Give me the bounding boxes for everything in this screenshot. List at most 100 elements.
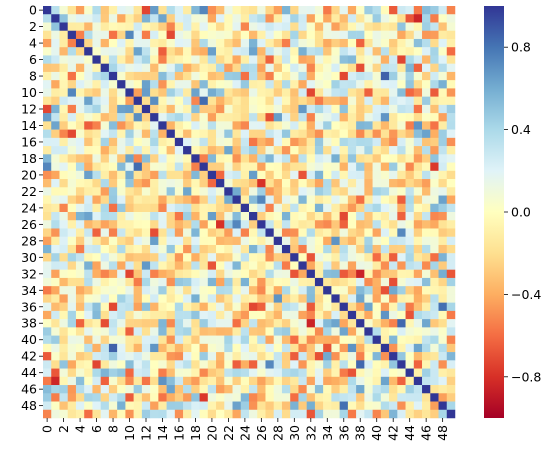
- heatmap-cell: [273, 104, 283, 114]
- heatmap-cell: [117, 385, 126, 394]
- heatmap-cell: [422, 63, 431, 73]
- heatmap-cell: [298, 302, 307, 312]
- heatmap-cell: [51, 22, 60, 31]
- heatmap-cell: [216, 137, 225, 147]
- heatmap-cell: [405, 393, 415, 402]
- heatmap-cell: [67, 47, 77, 56]
- heatmap-cell: [199, 244, 209, 254]
- heatmap-cell: [183, 137, 192, 147]
- heatmap-cell: [240, 154, 250, 163]
- heatmap-cell: [364, 203, 373, 213]
- heatmap-cell: [108, 88, 118, 97]
- heatmap-cell: [240, 335, 250, 345]
- heatmap-cell: [265, 22, 274, 31]
- heatmap-cell: [75, 6, 85, 15]
- heatmap-cell: [100, 179, 110, 188]
- heatmap-cell: [240, 146, 250, 155]
- x-tick-label: 18: [188, 425, 203, 441]
- heatmap-cell: [216, 179, 225, 188]
- heatmap-cell: [298, 269, 307, 279]
- heatmap-cell: [133, 352, 143, 361]
- heatmap-cell: [51, 30, 60, 40]
- heatmap-cell: [75, 310, 85, 320]
- heatmap-cell: [166, 71, 176, 81]
- heatmap-cell: [265, 360, 274, 369]
- heatmap-cell: [59, 195, 68, 205]
- heatmap-cell: [397, 47, 406, 56]
- heatmap-cell: [84, 137, 93, 147]
- heatmap-cell: [273, 253, 283, 262]
- heatmap-cell: [207, 179, 217, 188]
- heatmap-cell: [249, 368, 258, 378]
- heatmap-cell: [339, 236, 349, 246]
- heatmap-cell: [240, 360, 250, 369]
- heatmap-cell: [306, 212, 316, 221]
- heatmap-cell: [323, 30, 332, 40]
- heatmap-cell: [207, 302, 217, 312]
- heatmap-cell: [150, 195, 159, 205]
- heatmap-cell: [141, 327, 151, 336]
- heatmap-cell: [413, 6, 423, 15]
- heatmap-cell: [290, 71, 299, 81]
- heatmap-cell: [331, 187, 340, 196]
- heatmap-cell: [207, 220, 217, 229]
- heatmap-cell: [216, 129, 225, 139]
- heatmap-cell: [306, 286, 316, 295]
- heatmap-cell: [372, 162, 382, 172]
- heatmap-cell: [347, 47, 357, 56]
- heatmap-cell: [347, 376, 357, 386]
- heatmap-cell: [446, 393, 456, 402]
- heatmap-cell: [273, 113, 283, 122]
- heatmap-cell: [141, 385, 151, 394]
- heatmap-cell: [141, 401, 151, 411]
- heatmap-cell: [51, 352, 60, 361]
- heatmap-cell: [183, 244, 192, 254]
- heatmap-cell: [59, 343, 68, 353]
- heatmap-cell: [446, 113, 456, 122]
- heatmap-cell: [249, 401, 258, 411]
- heatmap-cell: [389, 277, 398, 287]
- heatmap-cell: [372, 137, 382, 147]
- y-tick-label: 44: [21, 365, 37, 380]
- heatmap-cell: [413, 302, 423, 312]
- y-tick-label: 46: [21, 382, 37, 397]
- heatmap-cell: [183, 170, 192, 180]
- heatmap-cell: [331, 294, 340, 303]
- heatmap-cell: [75, 71, 85, 81]
- heatmap-cell: [183, 401, 192, 411]
- heatmap-cell: [413, 80, 423, 89]
- heatmap-cell: [323, 244, 332, 254]
- heatmap-cell: [306, 393, 316, 402]
- heatmap-cell: [240, 104, 250, 114]
- heatmap-cell: [298, 409, 307, 419]
- heatmap-cell: [166, 30, 176, 40]
- heatmap-cell: [92, 14, 101, 23]
- heatmap-cell: [430, 146, 439, 155]
- heatmap-cell: [446, 244, 456, 254]
- heatmap-cell: [273, 360, 283, 369]
- heatmap-cell: [339, 343, 349, 353]
- heatmap-cell: [347, 294, 357, 303]
- heatmap-cell: [438, 393, 448, 402]
- heatmap-cell: [397, 294, 406, 303]
- heatmap-cell: [125, 146, 134, 155]
- heatmap-cell: [141, 360, 151, 369]
- heatmap-cell: [356, 88, 365, 97]
- heatmap-cell: [281, 137, 291, 147]
- heatmap-cell: [43, 244, 52, 254]
- heatmap-cell: [108, 352, 118, 361]
- heatmap-cell: [331, 401, 340, 411]
- heatmap-cell: [422, 393, 431, 402]
- heatmap-cell: [290, 327, 299, 336]
- heatmap-cell: [67, 368, 77, 378]
- heatmap-cell: [100, 63, 110, 73]
- heatmap-cell: [446, 88, 456, 97]
- heatmap-cell: [413, 179, 423, 188]
- heatmap-cell: [249, 30, 258, 40]
- heatmap-cell: [249, 71, 258, 81]
- heatmap-cell: [108, 343, 118, 353]
- heatmap-cell: [216, 228, 225, 237]
- heatmap-cell: [67, 286, 77, 295]
- heatmap-cell: [199, 228, 209, 237]
- heatmap-cell: [174, 47, 184, 56]
